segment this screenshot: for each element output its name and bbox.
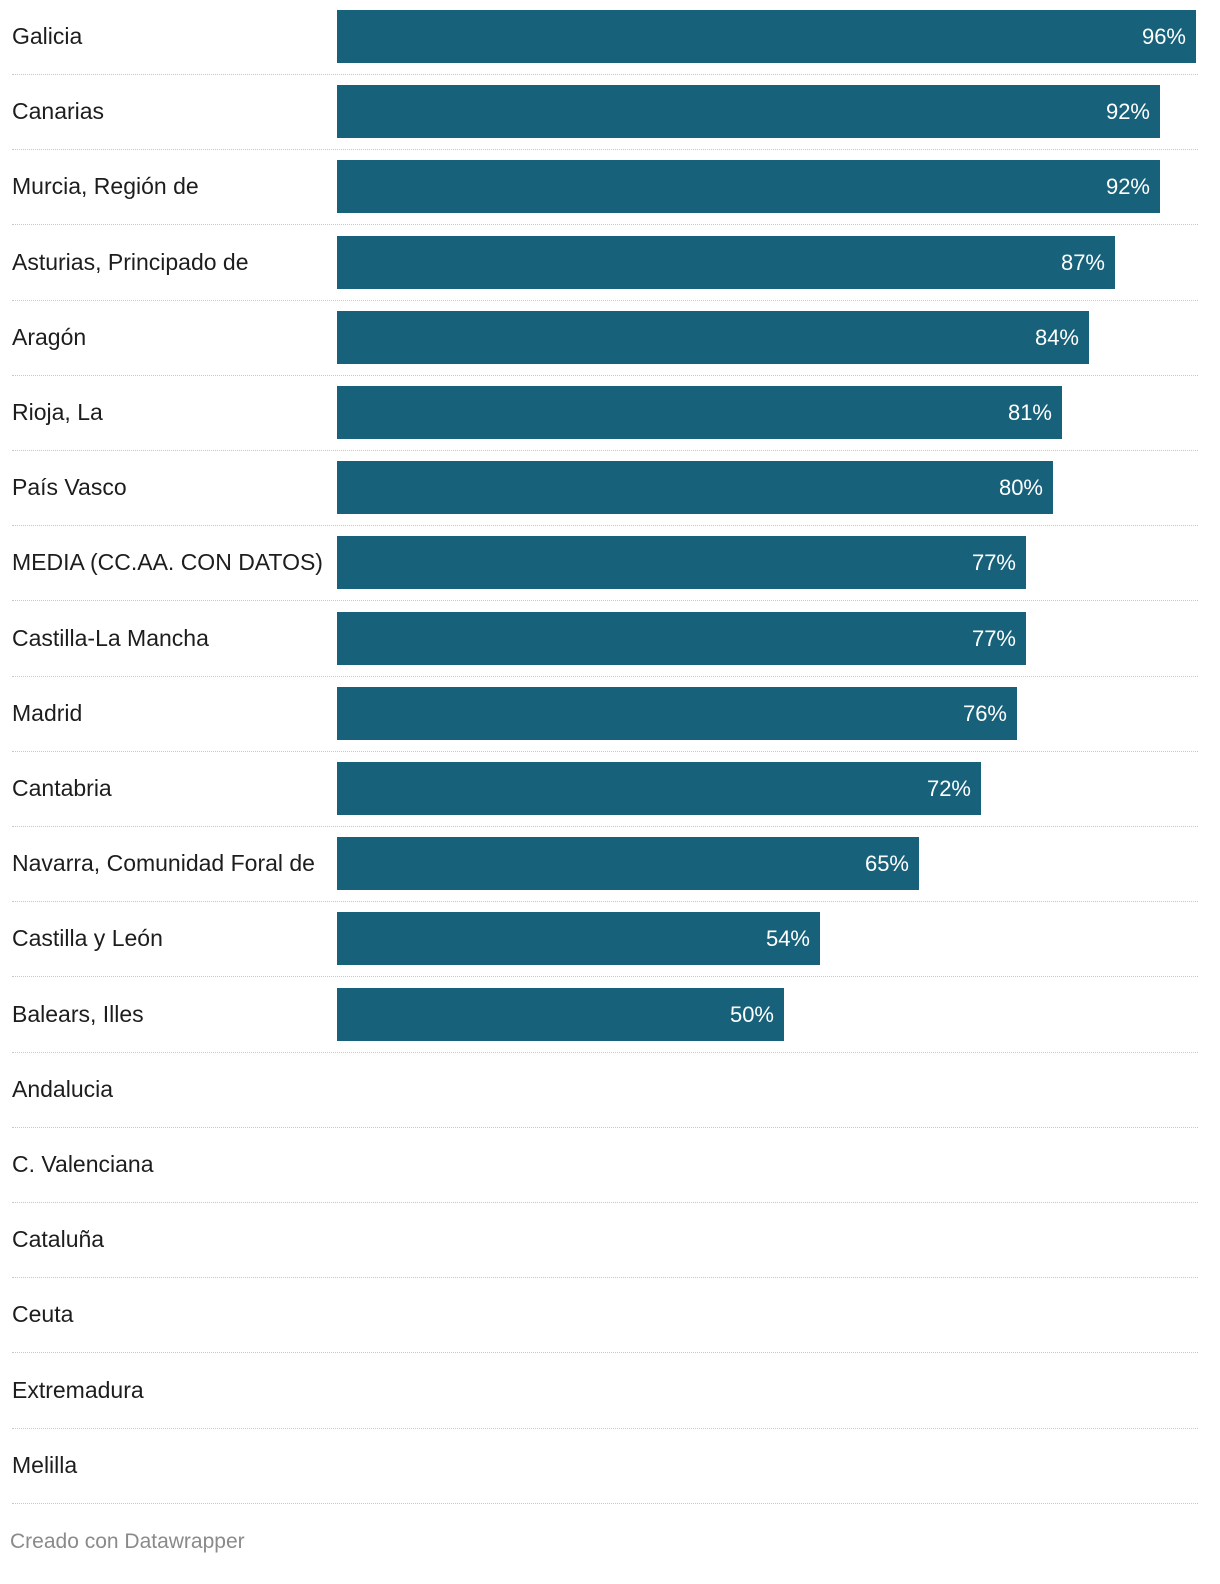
bar-value-label: 77% xyxy=(971,625,1016,651)
category-label: Asturias, Principado de xyxy=(12,248,249,275)
chart-row: País Vasco 80% xyxy=(12,451,1198,527)
bar xyxy=(337,536,1026,590)
chart-row: Canarias 92% xyxy=(12,75,1198,151)
category-label: MEDIA (CC.AA. CON DATOS) xyxy=(12,549,323,576)
bar xyxy=(337,10,1196,63)
category-label: Castilla-La Mancha xyxy=(12,624,209,651)
category-label: País Vasco xyxy=(12,474,127,501)
category-label: Aragón xyxy=(12,323,87,350)
chart-row: Extremadura xyxy=(12,1354,1198,1429)
category-label: C. Valenciana xyxy=(12,1151,154,1177)
category-label: Rioja, La xyxy=(12,399,103,425)
chart-row: C. Valenciana xyxy=(12,1128,1198,1203)
bar-value-label: 54% xyxy=(765,926,810,952)
bar-value-label: 65% xyxy=(864,851,909,877)
chart-row: Navarra, Comunidad Foral de 65% xyxy=(12,827,1198,903)
bar xyxy=(337,611,1026,665)
chart-row: Balears, Illes 50% xyxy=(12,978,1198,1053)
category-label: Melilla xyxy=(12,1451,78,1478)
bar xyxy=(337,987,784,1041)
chart-row: MEDIA (CC.AA. CON DATOS) 77% xyxy=(12,526,1198,602)
chart-row: Aragón 84% xyxy=(12,301,1198,376)
bar xyxy=(337,235,1115,289)
category-label: Canarias xyxy=(12,98,105,125)
category-label: Murcia, Región de xyxy=(12,173,199,200)
bar xyxy=(337,837,919,891)
chart-row: Madrid 76% xyxy=(12,677,1198,752)
chart-row: Melilla xyxy=(12,1429,1198,1504)
category-label: Cantabria xyxy=(12,775,112,801)
bar xyxy=(337,386,1062,439)
bar xyxy=(337,160,1160,214)
category-label: Balears, Illes xyxy=(12,1000,144,1027)
bar-value-label: 87% xyxy=(1060,249,1105,275)
chart-row: Cataluña xyxy=(12,1203,1198,1279)
bar xyxy=(337,85,1160,139)
bar xyxy=(337,912,820,966)
bar xyxy=(337,686,1017,740)
category-label: Extremadura xyxy=(12,1376,144,1403)
bar-value-label: 80% xyxy=(998,475,1043,501)
category-label: Madrid xyxy=(12,699,83,726)
bar xyxy=(337,461,1053,515)
chart-row: Cantabria 72% xyxy=(12,752,1198,827)
bar-value-label: 72% xyxy=(926,776,971,801)
category-label: Castilla y León xyxy=(12,925,163,952)
chart-row: Rioja, La 81% xyxy=(12,376,1198,451)
chart-row: Ceuta xyxy=(12,1278,1198,1354)
category-label: Cataluña xyxy=(12,1226,105,1253)
chart-row: Murcia, Región de 92% xyxy=(12,150,1198,226)
chart-row: Castilla-La Mancha 77% xyxy=(12,602,1198,677)
chart-row: Asturias, Principado de 87% xyxy=(12,226,1198,301)
chart-credit: Creado con Datawrapper xyxy=(10,1530,245,1553)
category-label: Andalucia xyxy=(12,1075,114,1102)
bar-chart: Galicia 96% Canarias 92% Murcia, Región de 92… xyxy=(12,0,1198,1504)
bar-value-label: 92% xyxy=(1105,99,1150,125)
bar-value-label: 96% xyxy=(1141,24,1186,49)
chart-row: Castilla y León 54% xyxy=(12,902,1198,978)
category-label: Navarra, Comunidad Foral de xyxy=(12,850,315,877)
category-label: Ceuta xyxy=(12,1301,74,1328)
bar-value-label: 50% xyxy=(729,1001,774,1027)
bar-value-label: 76% xyxy=(962,700,1007,726)
bar-value-label: 92% xyxy=(1105,174,1150,200)
bar xyxy=(337,310,1089,364)
chart-row: Galicia 96% xyxy=(12,0,1198,75)
category-label: Galicia xyxy=(12,23,83,49)
bar-value-label: 81% xyxy=(1007,400,1052,425)
bar xyxy=(337,762,981,815)
bar-value-label: 84% xyxy=(1034,324,1079,350)
chart-row: Andalucia xyxy=(12,1053,1198,1128)
bar-value-label: 77% xyxy=(971,550,1016,576)
